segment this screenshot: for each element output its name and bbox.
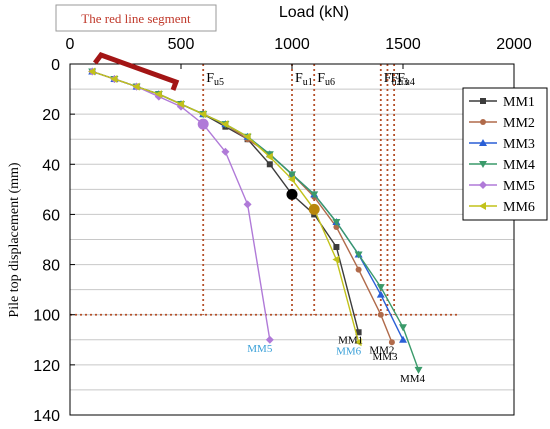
data-point-mm6 bbox=[265, 152, 273, 161]
data-point-mm6 bbox=[243, 132, 251, 141]
legend-marker bbox=[479, 181, 487, 189]
red-line-segment bbox=[93, 52, 180, 91]
data-point-mm2 bbox=[388, 339, 395, 346]
x-tick-label: 1500 bbox=[385, 36, 421, 53]
ref-label-fu4: Fu4 bbox=[397, 71, 415, 88]
legend-item-mm3: MM3 bbox=[469, 137, 535, 152]
legend-item-mm4: MM4 bbox=[469, 158, 535, 173]
series-line-mm4 bbox=[91, 70, 420, 371]
data-point-mm4 bbox=[310, 191, 319, 199]
series-mm2 bbox=[89, 68, 395, 346]
y-tick-label: 0 bbox=[51, 57, 60, 74]
x-tick-label: 2000 bbox=[496, 36, 532, 53]
data-point-mm6 bbox=[288, 175, 295, 184]
legend: MM1 MM2 MM3 MM4 MM5 MM6 bbox=[462, 87, 548, 221]
data-point-mm6 bbox=[110, 75, 118, 84]
legend-label: MM1 bbox=[503, 95, 535, 110]
annotation-box bbox=[55, 4, 217, 32]
end-label-mm2: MM2 bbox=[369, 344, 394, 356]
end-label-mm1: MM1 bbox=[338, 334, 363, 346]
data-point-mm6 bbox=[132, 82, 140, 91]
legend-label: MM2 bbox=[503, 116, 535, 131]
axis-ticks: 0 500 1000 1500 2000 0 20 40 60 80 100 120 140 bbox=[33, 36, 532, 425]
y-tick-label: 40 bbox=[42, 157, 60, 174]
data-point-mm5 bbox=[265, 335, 274, 344]
legend-marker bbox=[479, 139, 487, 146]
y-tick-label: 120 bbox=[33, 358, 60, 375]
legend-item-mm5: MM5 bbox=[469, 179, 535, 194]
legend-marker bbox=[480, 119, 486, 125]
series-line-mm5 bbox=[91, 70, 271, 340]
data-point-mm4 bbox=[354, 251, 363, 259]
y-tick-label: 140 bbox=[33, 408, 60, 425]
series-mm6 bbox=[88, 67, 362, 347]
legend-label: MM6 bbox=[503, 200, 535, 215]
end-label-mm3: MM3 bbox=[372, 351, 398, 363]
data-point-mm3 bbox=[399, 335, 407, 343]
legend-label: MM3 bbox=[503, 137, 535, 152]
legend-marker bbox=[480, 98, 486, 104]
end-label-mm6: MM6 bbox=[336, 345, 362, 357]
annotation-text: The red line segment bbox=[81, 11, 191, 26]
y-tick-label: 80 bbox=[42, 258, 60, 275]
data-point-mm5 bbox=[221, 147, 230, 156]
x-tick-label: 1000 bbox=[274, 36, 310, 53]
legend-box bbox=[462, 87, 548, 221]
y-tick-label: 60 bbox=[42, 207, 60, 224]
highlight-point bbox=[308, 203, 320, 215]
data-point-mm2 bbox=[333, 223, 340, 230]
data-point-mm1 bbox=[355, 329, 362, 336]
end-label-mm4: MM4 bbox=[400, 373, 426, 385]
y-axis-title: Pile top displacement (mm) bbox=[7, 162, 22, 317]
data-point-mm4 bbox=[399, 324, 407, 332]
annotation: The red line segment bbox=[55, 4, 217, 91]
ref-label-fu5: Fu5 bbox=[206, 71, 224, 88]
legend-marker bbox=[479, 202, 486, 210]
data-point-mm1 bbox=[266, 161, 273, 168]
data-point-mm2 bbox=[377, 311, 384, 318]
data-point-mm4 bbox=[288, 171, 296, 179]
end-label-mm5: MM5 bbox=[247, 343, 273, 355]
data-point-mm1 bbox=[333, 244, 340, 251]
ref-label-fu6: Fu6 bbox=[317, 71, 335, 88]
data-point-mm4 bbox=[414, 366, 423, 374]
data-point-mm6 bbox=[154, 90, 162, 99]
data-point-mm2 bbox=[355, 266, 362, 273]
series-mm5 bbox=[88, 67, 274, 344]
legend-marker bbox=[479, 161, 487, 168]
y-tick-label: 20 bbox=[42, 107, 60, 124]
legend-item-mm1: MM1 bbox=[469, 95, 535, 110]
x-tick-label: 0 bbox=[66, 36, 75, 53]
data-point-mm6 bbox=[199, 110, 207, 119]
highlight-point bbox=[286, 188, 298, 200]
data-point-mm3 bbox=[376, 290, 385, 298]
highlight-points bbox=[197, 118, 320, 215]
data-point-mm6 bbox=[332, 255, 340, 264]
series-layer bbox=[88, 67, 423, 374]
data-point-mm6 bbox=[221, 120, 229, 129]
data-point-mm6 bbox=[354, 338, 362, 347]
legend-label: MM5 bbox=[503, 179, 535, 194]
y-tick-label: 100 bbox=[33, 308, 60, 325]
ref-label-fu1: Fu1 bbox=[295, 71, 313, 88]
x-axis-title: Load (kN) bbox=[279, 4, 349, 21]
x-tick-label: 500 bbox=[168, 36, 195, 53]
data-point-mm4 bbox=[376, 284, 385, 292]
data-point-mm6 bbox=[88, 67, 96, 76]
data-point-mm6 bbox=[177, 100, 184, 109]
series-line-mm2 bbox=[91, 70, 393, 343]
highlight-point bbox=[197, 118, 209, 130]
data-point-mm5 bbox=[243, 200, 252, 209]
legend-item-mm6: MM6 bbox=[469, 200, 535, 215]
legend-label: MM4 bbox=[503, 158, 535, 173]
data-point-mm4 bbox=[332, 218, 341, 226]
legend-item-mm2: MM2 bbox=[469, 116, 535, 131]
